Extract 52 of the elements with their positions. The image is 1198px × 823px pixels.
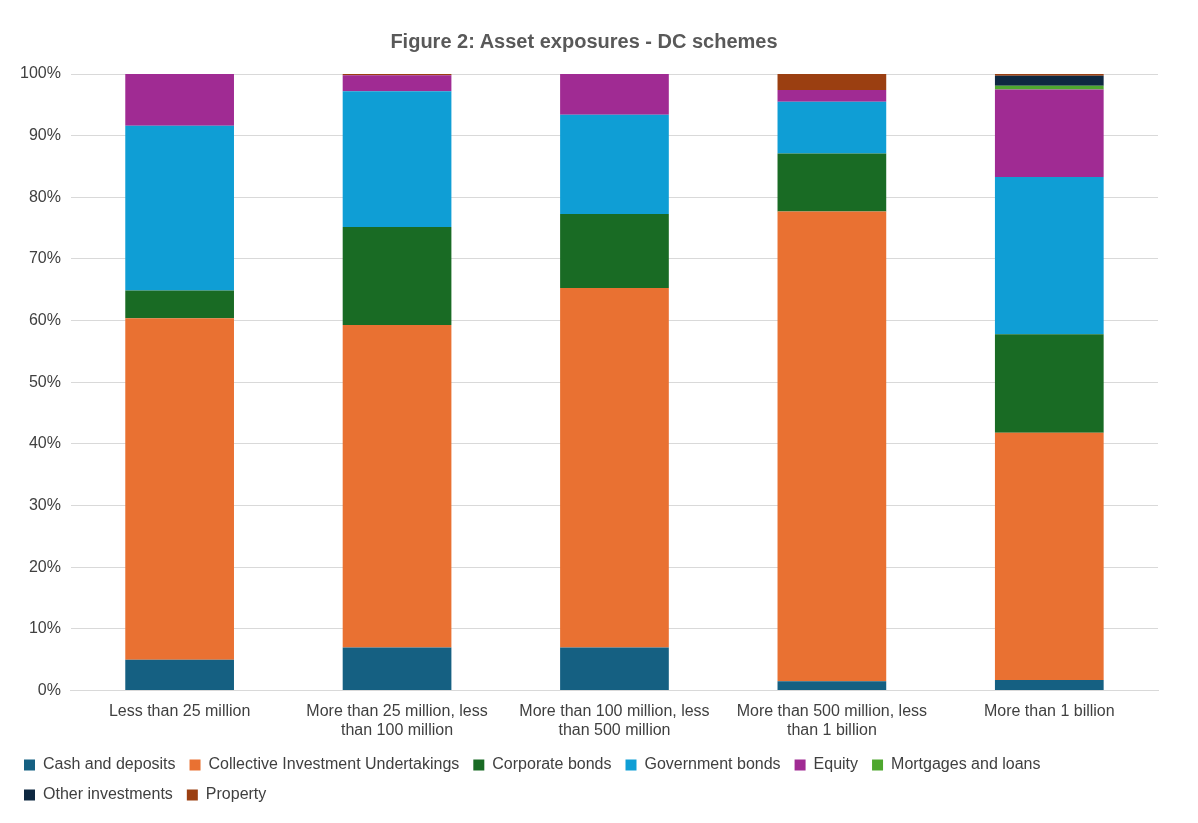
x-tick-label: More than 25 million, less than 100 million	[306, 701, 488, 738]
bar	[125, 74, 234, 126]
legend-label: Equity	[813, 755, 859, 773]
bar	[125, 290, 234, 319]
y-tick-label: 20%	[28, 557, 61, 575]
legend-label: Corporate bonds	[492, 755, 612, 773]
bar	[994, 680, 1104, 691]
bar	[560, 647, 669, 691]
legend-label: Other investments	[43, 785, 173, 803]
bar	[125, 125, 234, 291]
bar	[777, 681, 887, 691]
bar	[994, 334, 1104, 433]
y-tick-label: 10%	[28, 619, 61, 637]
legend-label: Property	[205, 785, 267, 803]
bar	[125, 659, 234, 691]
y-tick-label: 70%	[28, 249, 61, 267]
chart-title: Figure 2: Asset exposures - DC schemes	[390, 29, 778, 52]
bar	[777, 101, 887, 154]
y-tick-label: 60%	[28, 311, 61, 329]
y-tick-label: 100%	[20, 64, 61, 82]
bar	[560, 74, 669, 115]
bar	[560, 287, 669, 648]
x-tick-label: More than 1 billion	[983, 701, 1115, 719]
bar	[342, 75, 452, 92]
bar	[560, 213, 669, 288]
bar	[560, 114, 669, 214]
y-tick-label: 30%	[28, 496, 61, 514]
bar	[777, 90, 887, 102]
bar	[994, 75, 1104, 86]
bar	[342, 226, 452, 325]
bar	[342, 647, 452, 691]
bar	[777, 211, 887, 682]
legend-label: Collective Investment Undertakings	[208, 755, 460, 773]
bar	[342, 91, 452, 227]
x-tick-label: Less than 25 million	[108, 701, 251, 719]
legend-label: Mortgages and loans	[891, 755, 1041, 773]
y-tick-label: 50%	[28, 372, 61, 390]
bar	[994, 432, 1104, 681]
bar	[125, 318, 234, 660]
x-tick-label: More than 100 million, less than 500 million	[519, 701, 710, 738]
bar	[994, 89, 1104, 177]
x-tick-label: More than 500 million, less than 1 billion	[736, 701, 928, 738]
bar	[777, 74, 887, 91]
bar	[994, 176, 1104, 335]
bar	[777, 153, 887, 212]
y-tick-label: 80%	[28, 187, 61, 205]
y-tick-label: 90%	[28, 126, 61, 144]
y-tick-label: 0%	[37, 681, 61, 699]
y-tick-label: 40%	[28, 434, 61, 452]
legend-label: Government bonds	[644, 755, 781, 773]
bar	[342, 324, 452, 648]
legend-label: Cash and deposits	[43, 755, 176, 773]
